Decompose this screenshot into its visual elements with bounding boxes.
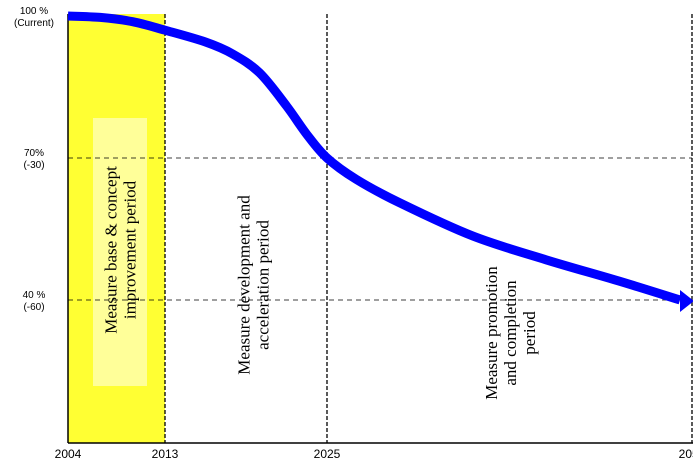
y-tick-label: 70% <box>24 148 44 159</box>
x-tick-label: 2004 <box>55 447 82 461</box>
period-label-line: Measure development and <box>235 195 254 375</box>
period-label: Measure promotion and completion period <box>482 266 539 400</box>
period-label-line: Measure promotion <box>482 266 501 400</box>
y-tick-label: 100 % <box>20 6 48 17</box>
x-tick-label: 2025 <box>314 447 341 461</box>
series-arrowhead <box>680 290 693 312</box>
period-label: Measure development and acceleration peri… <box>235 195 273 375</box>
series-line <box>67 11 682 305</box>
y-tick-label: 40 % <box>23 290 46 301</box>
x-tick-label: 2013 <box>152 447 179 461</box>
y-tick-sublabel: (-30) <box>23 160 44 171</box>
period-label-line: acceleration period <box>254 220 273 350</box>
period-label: Measure base & concept improvement period <box>102 166 140 334</box>
shaded-period-highlight <box>93 118 147 386</box>
period-label-line: period <box>520 311 539 355</box>
y-tick-sublabel: (-60) <box>23 302 44 313</box>
x-tick-label: 2050 <box>679 447 693 461</box>
period-label-line: improvement period <box>121 180 140 319</box>
period-label-line: and completion <box>501 280 520 386</box>
y-tick-sublabel: (Current) <box>14 18 54 29</box>
period-label-line: Measure base & concept <box>102 166 121 334</box>
